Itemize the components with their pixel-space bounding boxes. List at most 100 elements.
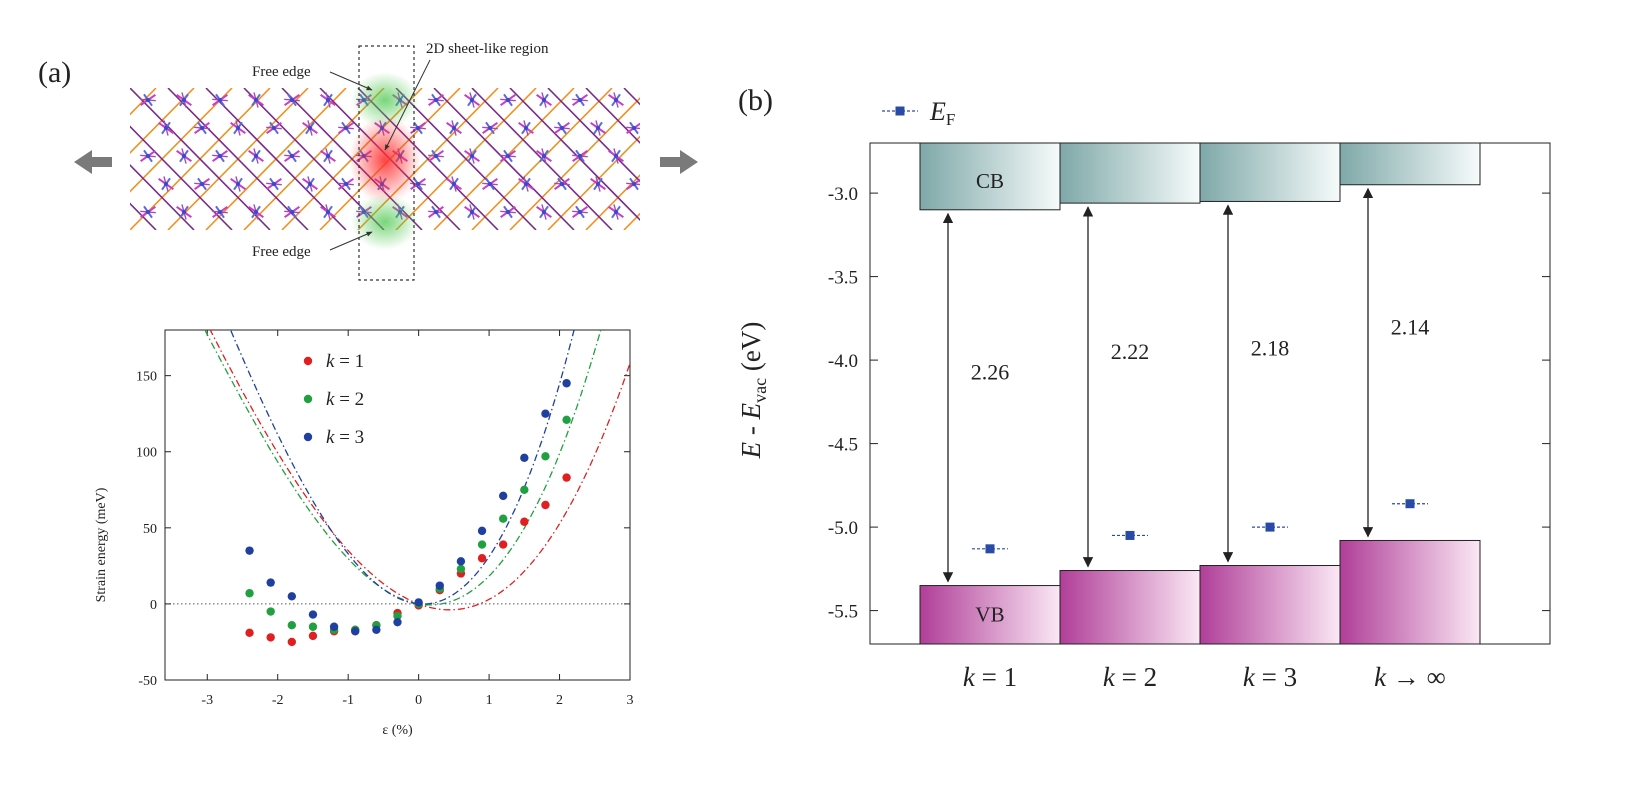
data-point: [435, 581, 444, 590]
data-point: [393, 611, 402, 621]
gap-value-label: 2.26: [971, 360, 1010, 385]
data-point: [245, 589, 254, 598]
gap-value-label: 2.18: [1251, 335, 1290, 360]
legend-entry: EF: [929, 97, 955, 129]
legend-marker: [895, 106, 905, 116]
data-point: [541, 409, 550, 418]
data-point: [414, 598, 423, 607]
data-point: [562, 379, 571, 388]
legend-entry: k = 2: [326, 389, 364, 410]
x-tick-label: -1: [342, 693, 354, 708]
vb-label: VB: [975, 603, 1004, 627]
x-tick-label: 0: [415, 693, 422, 708]
data-point: [562, 473, 571, 482]
cb-bar: [919, 142, 1061, 211]
vb-bar: [1199, 565, 1341, 645]
data-point: [498, 491, 508, 501]
y-axis-label: Strain energy (meV): [94, 487, 109, 602]
data-point: [266, 633, 275, 642]
x-tick-label: 1: [486, 693, 493, 708]
data-point: [541, 500, 550, 510]
fit-curves: [204, 330, 630, 611]
data-point: [520, 485, 529, 494]
vb-bar: [919, 585, 1061, 645]
y-tick-label: -50: [138, 674, 157, 689]
data-point: [541, 452, 550, 461]
data-point: [456, 564, 466, 574]
fit-curve-3: [229, 330, 575, 605]
category-label: k = 2: [1103, 662, 1157, 692]
free-edge-top-leader: [329, 71, 373, 91]
data-point: [287, 592, 297, 601]
region-label: 2D sheet-like region: [426, 41, 549, 57]
data-point: [477, 540, 487, 549]
y-tick-label: -4.5: [828, 435, 858, 456]
y-tick-label: -5.0: [828, 518, 858, 539]
chart-a-legend: k = 1 k = 2 k = 3: [303, 351, 364, 448]
x-axis-label: ε (%): [382, 723, 413, 738]
x-tick-label: -3: [201, 693, 213, 708]
cb-bar: [1339, 142, 1481, 186]
chart-b-legend: EF: [882, 97, 955, 129]
data-point: [308, 610, 318, 619]
chart-a-ticks: -3 -2 -1 0 1 2 3 -50 0 50 100 150: [136, 330, 634, 708]
y-tick-label: 50: [143, 522, 157, 537]
fermi-level-marker: [1125, 530, 1135, 540]
right-pull-arrow-icon: [660, 150, 698, 174]
free-edge-top-label: Free edge: [252, 64, 311, 80]
region-leader: [384, 59, 431, 151]
band-alignment-chart: -3.0 -3.5 -4.0 -4.5 -5.0 -5.5 2.26 k = 1 2.22 k …: [736, 97, 1551, 692]
free-edge-bottom-label: Free edge: [252, 244, 311, 260]
left-pull-arrow-icon: [74, 150, 112, 174]
legend-marker: [303, 394, 313, 404]
strain-hotspot: [349, 116, 421, 204]
x-tick-label: 2: [556, 693, 563, 708]
fit-curve-2: [204, 330, 602, 606]
y-tick-label: -5.5: [828, 602, 858, 623]
data-point: [477, 554, 487, 563]
data-point: [498, 514, 508, 523]
vb-bar: [1059, 570, 1201, 645]
y-tick-label: 0: [150, 598, 157, 613]
panel-b-label: (b): [738, 84, 773, 117]
gap-value-label: 2.22: [1111, 339, 1150, 364]
chart-b-ticks: -3.0 -3.5 -4.0 -4.5 -5.0 -5.5: [828, 184, 1550, 623]
cb-bar: [1199, 142, 1341, 202]
cb-bar: [1059, 142, 1201, 204]
fermi-level-marker: [1265, 522, 1275, 532]
gap-value-label: 2.14: [1391, 315, 1430, 340]
data-point: [308, 631, 318, 641]
fit-curve-1: [209, 330, 630, 611]
x-tick-label: -2: [272, 693, 284, 708]
band-bars: 2.26 k = 1 2.22 k = 2 2.18 k = 3 2.14 k → ∞ CB VB: [919, 142, 1481, 692]
y-tick-label: 100: [136, 446, 157, 461]
data-point: [266, 578, 275, 587]
legend-entry: k = 3: [326, 427, 364, 448]
cb-label: CB: [976, 169, 1004, 193]
free-edge-glow-top: [351, 72, 419, 128]
data-point: [245, 546, 254, 555]
data-point: [520, 517, 529, 526]
data-point: [329, 622, 339, 631]
strain-energy-chart: -3 -2 -1 0 1 2 3 -50 0 50 100 150 k = 1 k = 2 k = 3 ε…: [94, 329, 634, 738]
category-label: k = 3: [1243, 662, 1297, 692]
chart-a-frame: [164, 329, 631, 681]
data-points: [245, 379, 571, 647]
lattice-strip: [130, 88, 640, 230]
category-label: k → ∞: [1374, 662, 1446, 692]
vb-bar: [1339, 539, 1481, 645]
legend-marker: [303, 432, 313, 442]
data-point: [308, 622, 318, 631]
data-point: [477, 526, 487, 536]
category-label: k = 1: [963, 662, 1017, 692]
data-point: [266, 607, 275, 616]
y-tick-label: -4.0: [828, 351, 858, 372]
panel-a-label: (a): [38, 56, 71, 89]
legend-entry: k = 1: [326, 351, 364, 372]
data-point: [520, 453, 529, 463]
y-tick-label: -3.0: [828, 184, 858, 205]
legend-marker: [303, 356, 313, 366]
x-tick-label: 3: [627, 693, 634, 708]
y-tick-label: 150: [136, 370, 157, 385]
data-point: [372, 625, 381, 634]
